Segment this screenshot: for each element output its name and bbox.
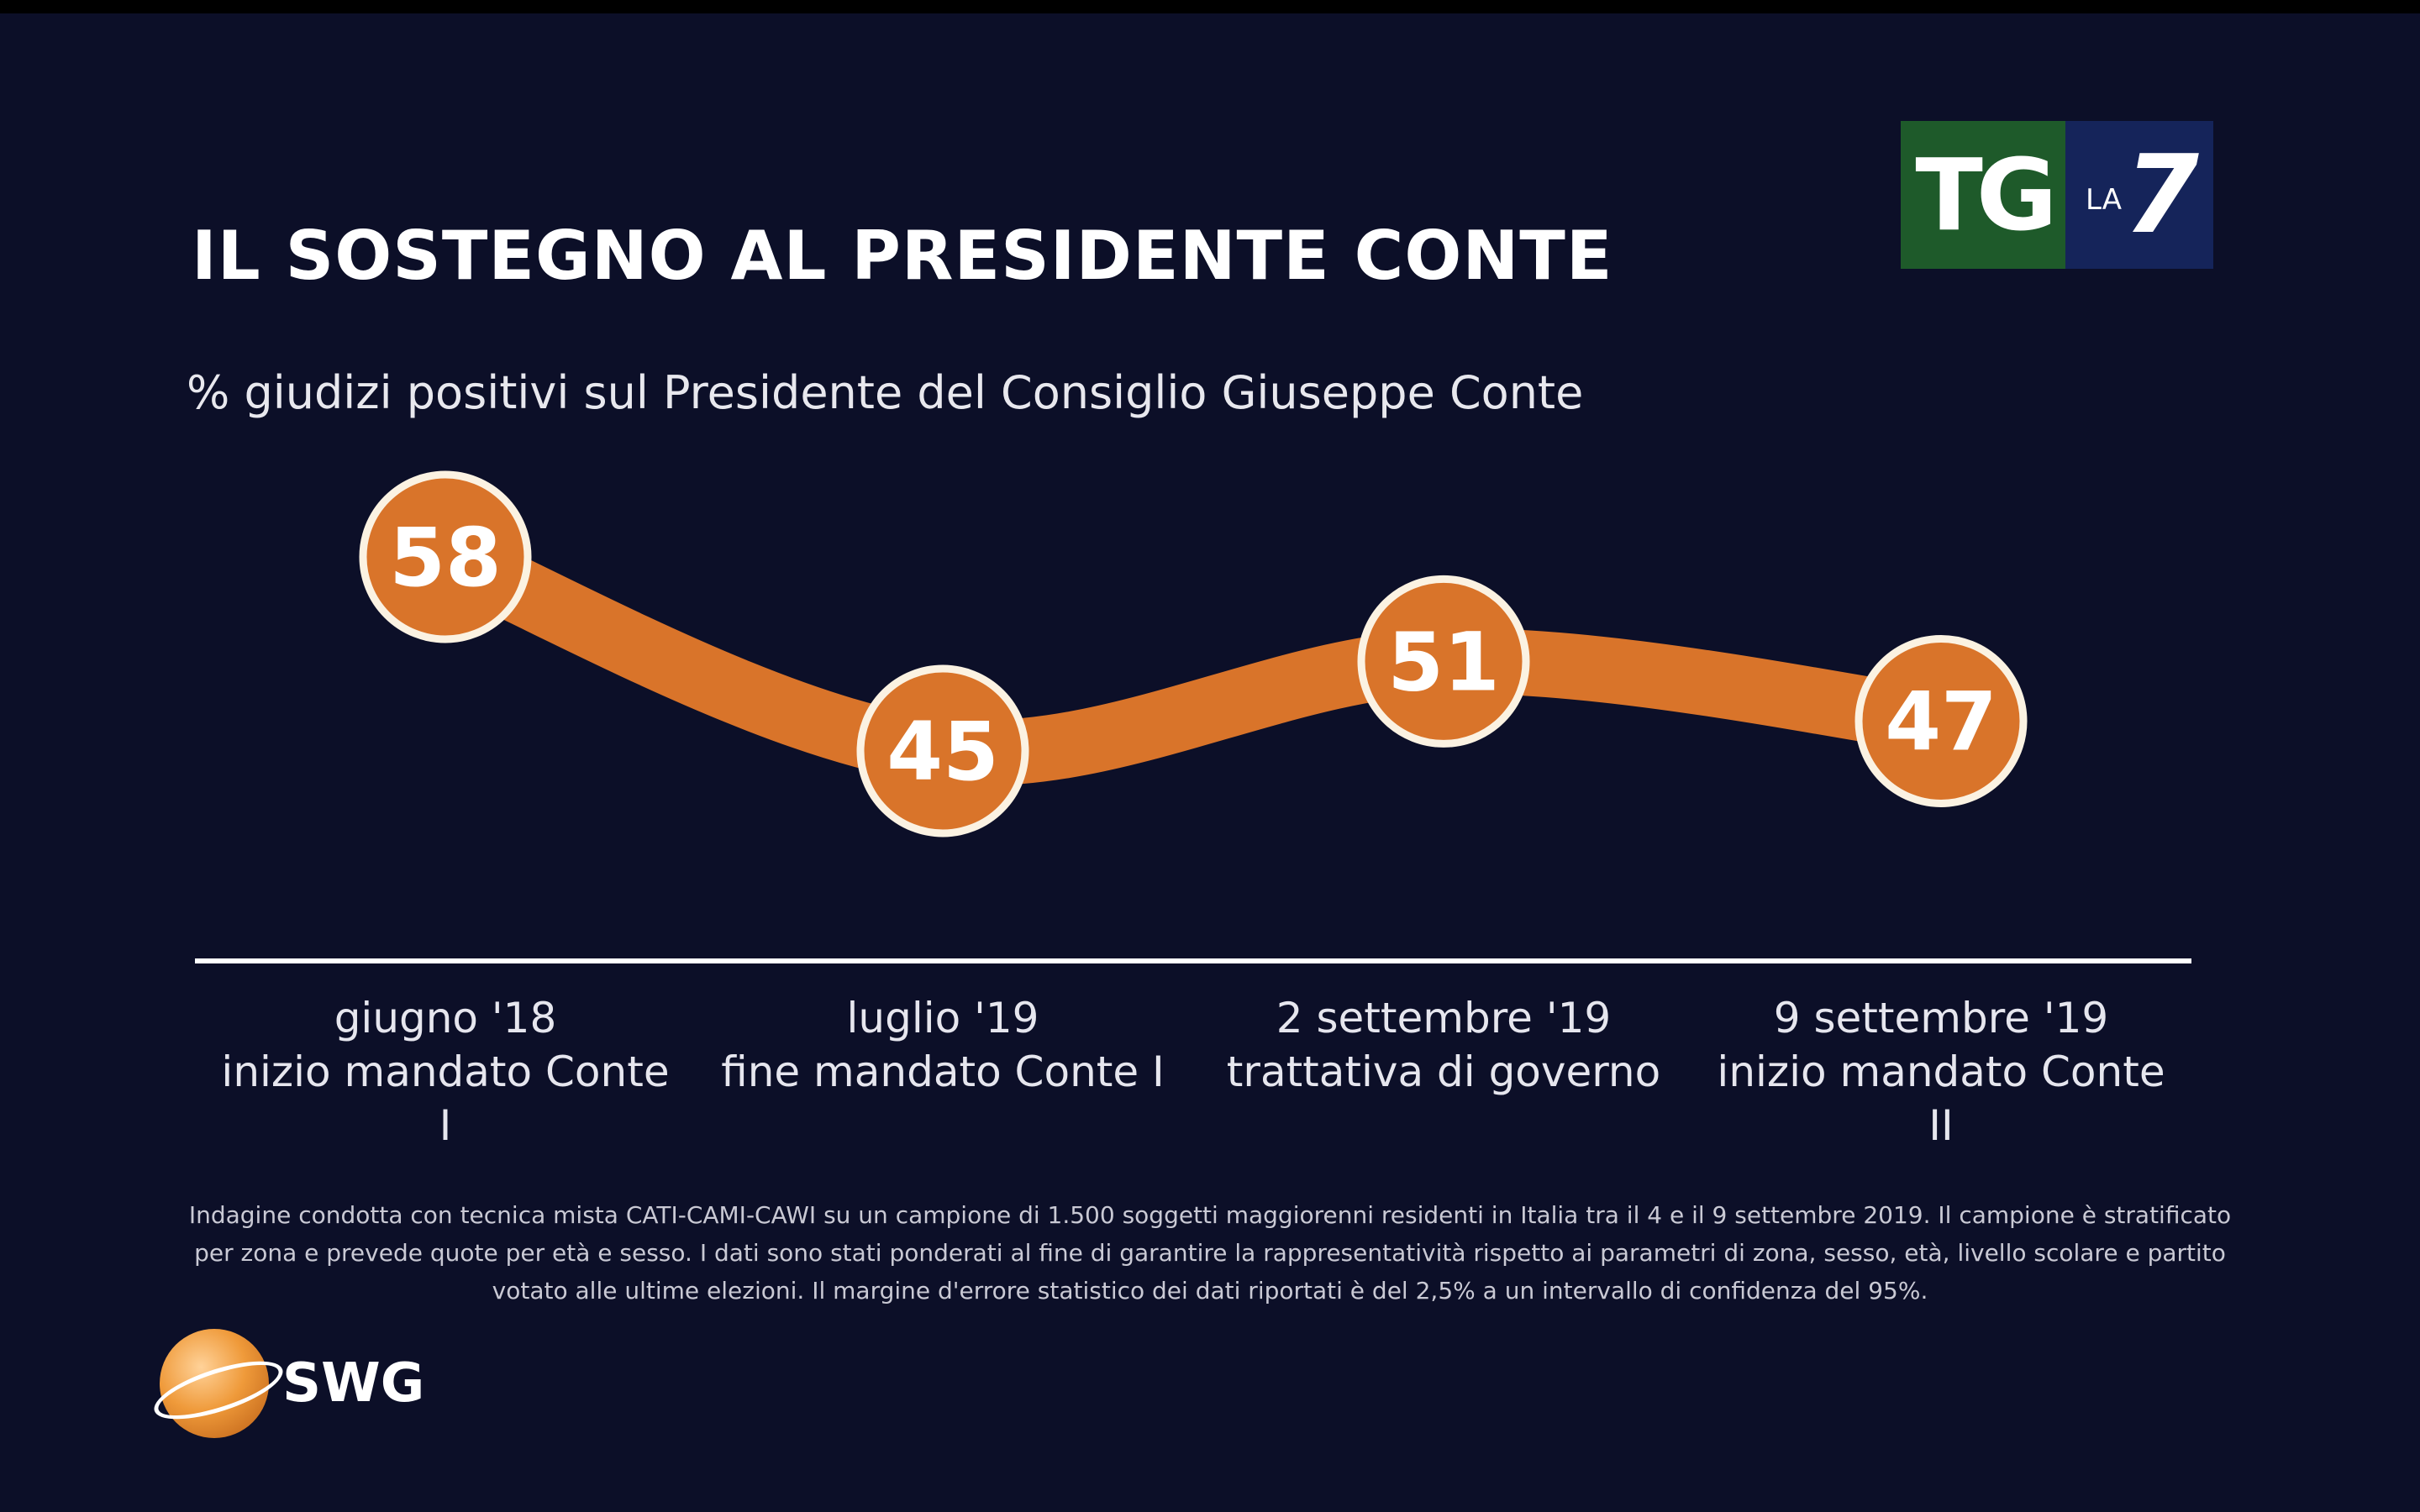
data-point-2	[1357, 575, 1530, 748]
markers-layer: 58 45 51 47	[359, 470, 2028, 837]
x-tick-label-line: fine mandato Conte I	[721, 1047, 1165, 1096]
methodology-footnote: Indagine condotta con tecnica mista CATI…	[188, 1201, 2232, 1305]
chart-title: IL SOSTEGNO AL PRESIDENTE CONTE	[192, 217, 1613, 295]
data-label-0: 58	[389, 511, 502, 605]
tg-logo-text: TG	[1901, 121, 2065, 269]
swg-logo-text: SWG	[282, 1352, 425, 1415]
la7-logo-seven: 7	[2124, 133, 2200, 258]
x-tick-label-line: trattativa di governo	[1226, 1047, 1661, 1096]
la7-logo-block: LA 7	[2065, 121, 2213, 269]
data-point-0	[359, 470, 532, 643]
swg-globe-icon	[148, 1329, 289, 1438]
la7-logo-la: LA	[2086, 183, 2122, 217]
data-label-2: 51	[1387, 615, 1500, 709]
x-tick-label-line: inizio mandato Conte II	[1717, 1047, 2165, 1150]
data-point-1	[856, 664, 1029, 837]
tg-la7-logo: TG LA 7	[1901, 121, 2213, 269]
series-line	[413, 524, 1974, 786]
data-label-3: 47	[1885, 675, 1997, 769]
x-tick-label-2: 2 settembre '19 trattativa di governo	[1208, 991, 1679, 1099]
x-tick-label-0: giugno '18 inizio mandato Conte I	[210, 991, 681, 1152]
swg-logo: SWG	[148, 1329, 425, 1438]
x-tick-label-line: 2 settembre '19	[1276, 994, 1612, 1042]
chart-subtitle: % giudizi positivi sul Presidente del Co…	[187, 366, 1584, 419]
x-tick-label-line: luglio '19	[846, 994, 1039, 1042]
top-border	[0, 0, 2420, 13]
data-point-3	[1854, 634, 2028, 807]
x-tick-label-line: inizio mandato Conte I	[221, 1047, 670, 1150]
x-tick-label-line: giugno '18	[334, 994, 557, 1042]
series-line-layer	[413, 524, 1974, 786]
x-tick-label-3: 9 settembre '19 inizio mandato Conte II	[1706, 991, 2176, 1152]
x-tick-label-1: luglio '19 fine mandato Conte I	[708, 991, 1178, 1099]
x-tick-label-line: 9 settembre '19	[1773, 994, 2109, 1042]
data-label-1: 45	[886, 705, 999, 799]
